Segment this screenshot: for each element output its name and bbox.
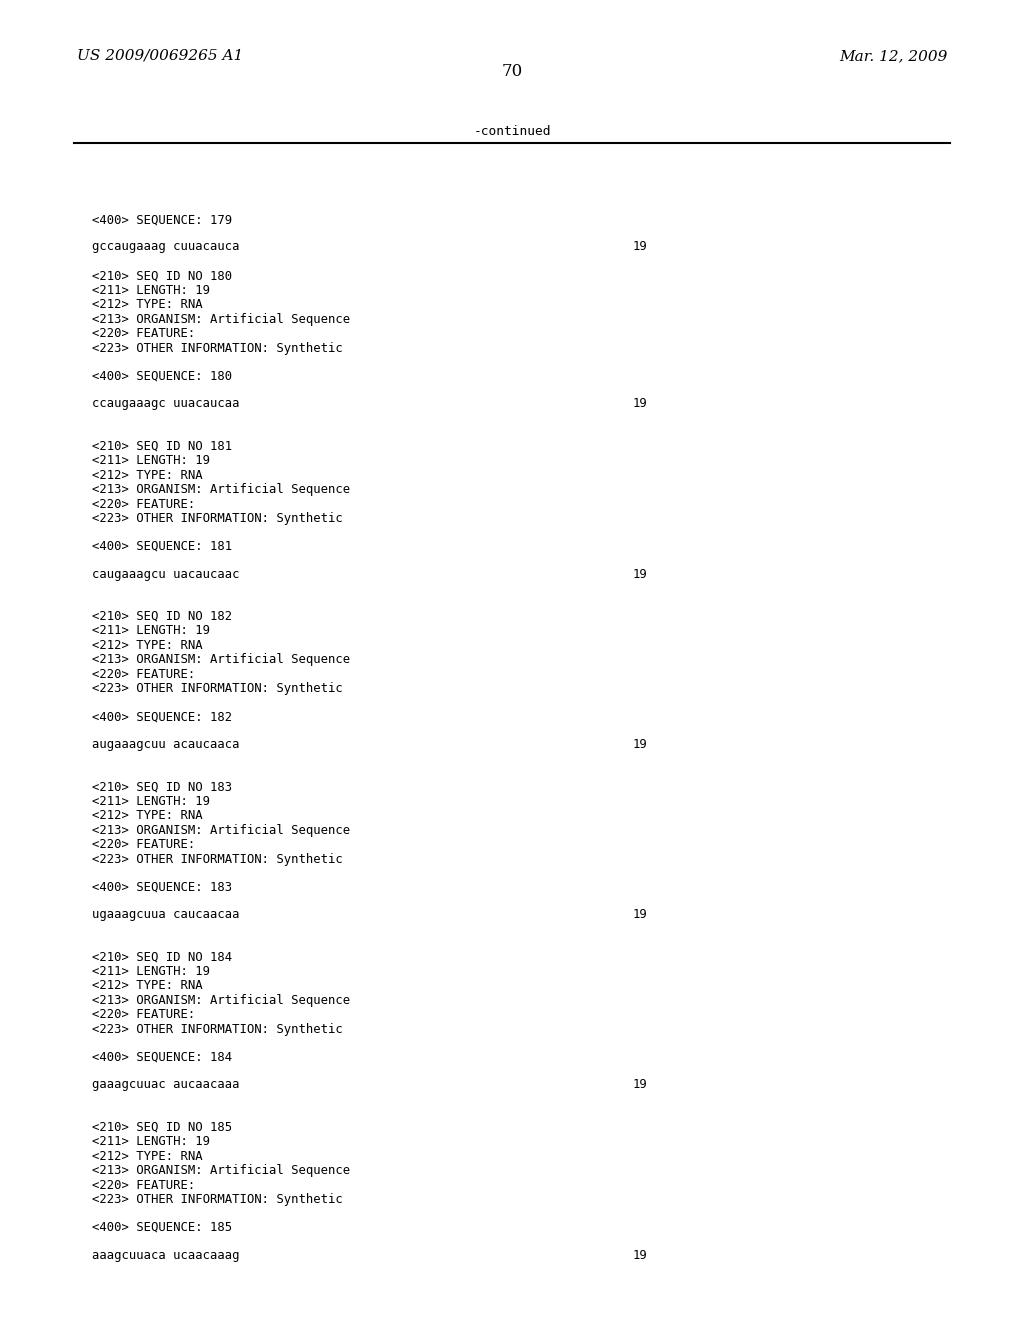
Text: <210> SEQ ID NO 181: <210> SEQ ID NO 181 <box>92 440 232 453</box>
Text: <400> SEQUENCE: 183: <400> SEQUENCE: 183 <box>92 880 232 894</box>
Text: <211> LENGTH: 19: <211> LENGTH: 19 <box>92 284 210 297</box>
Text: <220> FEATURE:: <220> FEATURE: <box>92 668 196 681</box>
Text: 19: 19 <box>633 568 647 581</box>
Text: -continued: -continued <box>473 125 551 139</box>
Text: ugaaagcuua caucaacaa: ugaaagcuua caucaacaa <box>92 908 240 921</box>
Text: <220> FEATURE:: <220> FEATURE: <box>92 327 196 341</box>
Text: <210> SEQ ID NO 180: <210> SEQ ID NO 180 <box>92 269 232 282</box>
Text: caugaaagcu uacaucaac: caugaaagcu uacaucaac <box>92 568 240 581</box>
Text: <400> SEQUENCE: 185: <400> SEQUENCE: 185 <box>92 1221 232 1234</box>
Text: <400> SEQUENCE: 179: <400> SEQUENCE: 179 <box>92 214 232 227</box>
Text: <220> FEATURE:: <220> FEATURE: <box>92 498 196 511</box>
Text: <210> SEQ ID NO 185: <210> SEQ ID NO 185 <box>92 1121 232 1134</box>
Text: <400> SEQUENCE: 182: <400> SEQUENCE: 182 <box>92 710 232 723</box>
Text: 19: 19 <box>633 1249 647 1262</box>
Text: ccaugaaagc uuacaucaa: ccaugaaagc uuacaucaa <box>92 397 240 411</box>
Text: <220> FEATURE:: <220> FEATURE: <box>92 1179 196 1192</box>
Text: <212> TYPE: RNA: <212> TYPE: RNA <box>92 1150 203 1163</box>
Text: <213> ORGANISM: Artificial Sequence: <213> ORGANISM: Artificial Sequence <box>92 653 350 667</box>
Text: 19: 19 <box>633 908 647 921</box>
Text: gaaagcuuac aucaacaaa: gaaagcuuac aucaacaaa <box>92 1078 240 1092</box>
Text: <223> OTHER INFORMATION: Synthetic: <223> OTHER INFORMATION: Synthetic <box>92 853 343 866</box>
Text: gccaugaaag cuuacauca: gccaugaaag cuuacauca <box>92 240 240 253</box>
Text: <223> OTHER INFORMATION: Synthetic: <223> OTHER INFORMATION: Synthetic <box>92 682 343 696</box>
Text: 19: 19 <box>633 397 647 411</box>
Text: 70: 70 <box>502 63 522 81</box>
Text: <210> SEQ ID NO 184: <210> SEQ ID NO 184 <box>92 950 232 964</box>
Text: <213> ORGANISM: Artificial Sequence: <213> ORGANISM: Artificial Sequence <box>92 994 350 1007</box>
Text: <212> TYPE: RNA: <212> TYPE: RNA <box>92 979 203 993</box>
Text: <212> TYPE: RNA: <212> TYPE: RNA <box>92 639 203 652</box>
Text: <223> OTHER INFORMATION: Synthetic: <223> OTHER INFORMATION: Synthetic <box>92 1023 343 1036</box>
Text: <213> ORGANISM: Artificial Sequence: <213> ORGANISM: Artificial Sequence <box>92 1164 350 1177</box>
Text: <212> TYPE: RNA: <212> TYPE: RNA <box>92 298 203 312</box>
Text: 19: 19 <box>633 240 647 253</box>
Text: 19: 19 <box>633 738 647 751</box>
Text: US 2009/0069265 A1: US 2009/0069265 A1 <box>77 49 243 63</box>
Text: <213> ORGANISM: Artificial Sequence: <213> ORGANISM: Artificial Sequence <box>92 313 350 326</box>
Text: <223> OTHER INFORMATION: Synthetic: <223> OTHER INFORMATION: Synthetic <box>92 342 343 355</box>
Text: <213> ORGANISM: Artificial Sequence: <213> ORGANISM: Artificial Sequence <box>92 824 350 837</box>
Text: <210> SEQ ID NO 182: <210> SEQ ID NO 182 <box>92 610 232 623</box>
Text: 19: 19 <box>633 1078 647 1092</box>
Text: aaagcuuaca ucaacaaag: aaagcuuaca ucaacaaag <box>92 1249 240 1262</box>
Text: <211> LENGTH: 19: <211> LENGTH: 19 <box>92 965 210 978</box>
Text: augaaagcuu acaucaaca: augaaagcuu acaucaaca <box>92 738 240 751</box>
Text: <400> SEQUENCE: 181: <400> SEQUENCE: 181 <box>92 540 232 553</box>
Text: <211> LENGTH: 19: <211> LENGTH: 19 <box>92 624 210 638</box>
Text: Mar. 12, 2009: Mar. 12, 2009 <box>839 49 947 63</box>
Text: <212> TYPE: RNA: <212> TYPE: RNA <box>92 469 203 482</box>
Text: <213> ORGANISM: Artificial Sequence: <213> ORGANISM: Artificial Sequence <box>92 483 350 496</box>
Text: <212> TYPE: RNA: <212> TYPE: RNA <box>92 809 203 822</box>
Text: <220> FEATURE:: <220> FEATURE: <box>92 838 196 851</box>
Text: <211> LENGTH: 19: <211> LENGTH: 19 <box>92 454 210 467</box>
Text: <400> SEQUENCE: 180: <400> SEQUENCE: 180 <box>92 370 232 383</box>
Text: <211> LENGTH: 19: <211> LENGTH: 19 <box>92 795 210 808</box>
Text: <223> OTHER INFORMATION: Synthetic: <223> OTHER INFORMATION: Synthetic <box>92 512 343 525</box>
Text: <400> SEQUENCE: 184: <400> SEQUENCE: 184 <box>92 1051 232 1064</box>
Text: <220> FEATURE:: <220> FEATURE: <box>92 1008 196 1022</box>
Text: <211> LENGTH: 19: <211> LENGTH: 19 <box>92 1135 210 1148</box>
Text: <223> OTHER INFORMATION: Synthetic: <223> OTHER INFORMATION: Synthetic <box>92 1193 343 1206</box>
Text: <210> SEQ ID NO 183: <210> SEQ ID NO 183 <box>92 780 232 793</box>
